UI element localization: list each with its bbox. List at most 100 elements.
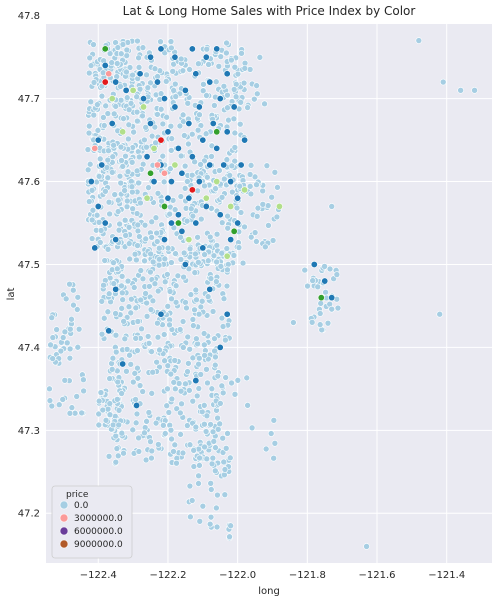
data-point	[204, 173, 211, 181]
data-point	[136, 233, 143, 240]
data-point	[145, 184, 152, 191]
data-point	[212, 185, 219, 192]
data-point	[224, 212, 231, 220]
data-point	[218, 194, 226, 201]
data-point	[309, 277, 316, 284]
data-point	[156, 244, 163, 252]
data-point	[98, 330, 106, 338]
data-point	[231, 390, 239, 398]
data-point	[148, 348, 155, 355]
data-point	[171, 161, 179, 169]
data-point	[147, 438, 154, 445]
data-point	[154, 78, 162, 86]
data-point	[134, 364, 141, 372]
data-point	[177, 152, 185, 160]
data-point	[172, 282, 180, 290]
data-point	[238, 49, 245, 57]
data-point	[223, 39, 230, 47]
data-point	[132, 419, 140, 427]
data-point	[101, 45, 109, 53]
data-point	[207, 480, 215, 487]
data-point	[147, 53, 155, 61]
data-point	[316, 321, 324, 328]
data-point	[117, 50, 125, 58]
data-point	[241, 136, 249, 144]
data-point	[61, 328, 69, 336]
data-point	[209, 120, 217, 128]
data-point	[106, 210, 113, 218]
data-point	[224, 91, 231, 99]
data-point	[244, 104, 251, 111]
data-point	[187, 291, 195, 298]
data-point	[171, 441, 179, 449]
legend-marker	[59, 513, 69, 523]
data-point	[165, 409, 173, 416]
data-point	[134, 221, 142, 229]
data-point	[246, 183, 254, 190]
data-point	[216, 95, 224, 103]
data-point	[188, 130, 196, 138]
data-point	[143, 143, 150, 151]
data-point	[253, 213, 261, 220]
data-point	[127, 309, 135, 317]
data-point	[117, 143, 125, 151]
data-point	[179, 449, 187, 457]
data-point	[270, 454, 277, 462]
data-point	[100, 281, 107, 289]
data-point	[146, 283, 153, 290]
data-point	[59, 334, 67, 341]
data-point	[141, 257, 148, 265]
data-point	[270, 417, 278, 424]
data-point	[171, 206, 179, 213]
data-point	[119, 289, 126, 297]
data-point	[247, 190, 255, 198]
x-tick-label: −122.0	[219, 570, 256, 581]
data-point	[129, 86, 137, 94]
legend-marker	[59, 526, 69, 536]
data-point	[210, 438, 218, 445]
data-point	[197, 303, 205, 311]
data-point	[208, 385, 216, 393]
data-point	[192, 377, 200, 385]
data-point	[200, 81, 207, 88]
data-point	[187, 513, 194, 521]
data-point	[119, 163, 127, 170]
data-point	[145, 340, 153, 347]
data-point	[158, 197, 165, 205]
data-point	[160, 236, 168, 244]
data-point	[223, 282, 231, 290]
data-point	[66, 410, 74, 417]
data-point	[168, 435, 175, 443]
data-point	[161, 278, 169, 286]
data-point	[110, 259, 117, 266]
data-point	[75, 325, 83, 333]
data-point	[128, 183, 136, 190]
data-point	[112, 432, 120, 440]
data-point	[209, 454, 217, 462]
data-point	[122, 152, 129, 160]
data-point	[224, 261, 232, 268]
data-point	[236, 120, 244, 128]
data-point	[201, 443, 208, 451]
data-point	[321, 277, 329, 285]
data-point	[119, 360, 127, 368]
data-point	[88, 187, 96, 194]
data-point	[91, 144, 99, 152]
data-point	[206, 78, 214, 86]
data-point	[202, 53, 210, 61]
data-point	[136, 85, 144, 93]
data-point	[125, 135, 132, 143]
data-point	[102, 102, 109, 110]
data-point	[194, 126, 202, 134]
data-point	[227, 522, 234, 530]
data-point	[133, 401, 141, 409]
data-point	[139, 112, 146, 120]
data-point	[133, 108, 141, 116]
data-point	[198, 297, 206, 305]
data-point	[163, 113, 170, 121]
data-point	[186, 482, 194, 490]
data-point	[219, 323, 227, 330]
data-point	[105, 70, 113, 78]
data-point	[207, 486, 215, 493]
